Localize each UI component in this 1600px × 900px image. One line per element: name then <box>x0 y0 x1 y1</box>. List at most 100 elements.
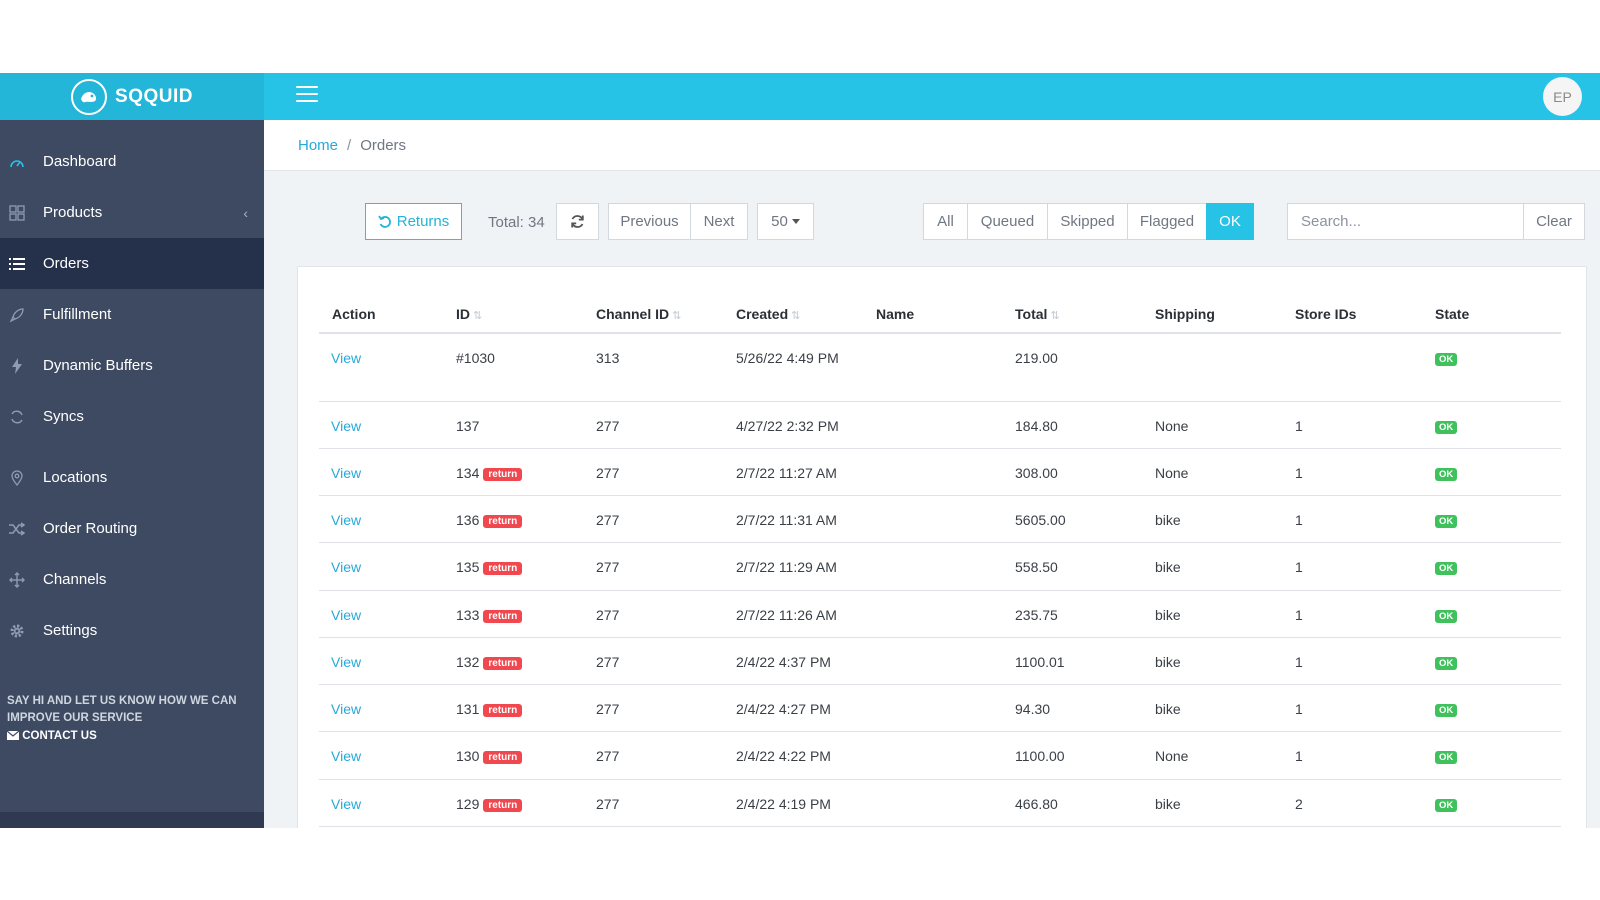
return-badge: return <box>483 610 523 623</box>
column-header-channel-id[interactable]: Channel ID ⇅ <box>596 306 682 322</box>
search-input[interactable] <box>1287 203 1524 240</box>
sidebar-item-orders[interactable]: Orders <box>0 238 264 289</box>
cell-total: 184.80 <box>1015 418 1058 434</box>
cell-shipping: None <box>1155 465 1189 481</box>
cell-store-ids: 2 <box>1295 796 1303 812</box>
cell-action[interactable]: View <box>331 418 362 434</box>
filter-queued[interactable]: Queued <box>967 203 1048 240</box>
grid-icon <box>8 204 26 222</box>
column-header-id[interactable]: ID ⇅ <box>456 306 483 322</box>
order-id: 130 <box>456 748 480 764</box>
table-row: View 133 return 277 2/7/22 11:26 AM 235.75 bik… <box>319 591 1561 638</box>
state-badge: OK <box>1435 657 1458 670</box>
shuffle-icon <box>8 520 26 538</box>
cell-action[interactable]: View <box>331 748 362 764</box>
cell-channel-id: 277 <box>596 796 620 812</box>
cell-created: 2/4/22 4:37 PM <box>736 654 831 670</box>
table-row: View 137 277 4/27/22 2:32 PM 184.80 None 1 OK <box>319 402 1561 449</box>
sidebar-item-settings[interactable]: Settings <box>0 605 264 656</box>
contact-us-link[interactable]: CONTACT US <box>6 730 97 742</box>
breadcrumb: Home / Orders <box>264 120 1600 171</box>
breadcrumb-current: Orders <box>360 136 407 154</box>
column-header-total[interactable]: Total ⇅ <box>1015 306 1060 322</box>
sidebar-item-products[interactable]: Products ‹ <box>0 187 264 238</box>
cell-state: OK <box>1435 464 1458 481</box>
squid-logo-icon <box>71 78 108 115</box>
sidebar-item-fulfillment[interactable]: Fulfillment <box>0 289 264 340</box>
state-badge: OK <box>1435 421 1458 434</box>
user-avatar[interactable]: EP <box>1543 77 1582 116</box>
cell-total: 94.30 <box>1015 701 1051 717</box>
sidebar-item-label: Orders <box>43 255 89 272</box>
cell-total: 1100.01 <box>1015 654 1065 670</box>
previous-page-button[interactable]: Previous <box>608 203 691 240</box>
list-icon <box>8 255 26 273</box>
filter-flagged[interactable]: Flagged <box>1127 203 1207 240</box>
cell-total: 466.80 <box>1015 796 1058 812</box>
breadcrumb-home[interactable]: Home <box>298 136 339 154</box>
row-divider <box>319 448 1561 449</box>
next-page-button[interactable]: Next <box>690 203 748 240</box>
row-divider <box>319 684 1561 685</box>
sidebar-item-label: Order Routing <box>43 520 138 537</box>
order-id: 134 <box>456 465 480 481</box>
column-header-store-ids: Store IDs <box>1295 306 1357 322</box>
row-divider <box>319 637 1561 638</box>
cell-store-ids: 1 <box>1295 512 1303 528</box>
state-badge: OK <box>1435 799 1458 812</box>
hamburger-menu-icon[interactable] <box>296 86 318 106</box>
chevron-left-icon: ‹ <box>243 204 248 221</box>
filter-ok[interactable]: OK <box>1206 203 1254 240</box>
cell-id: 134 return <box>456 465 523 481</box>
sidebar-item-label: Settings <box>43 622 98 639</box>
brand[interactable]: SQQUID <box>0 73 264 120</box>
sidebar-item-label: Locations <box>43 469 108 486</box>
filter-all[interactable]: All <box>923 203 968 240</box>
sidebar-item-dashboard[interactable]: Dashboard <box>0 136 264 187</box>
bolt-icon <box>8 357 26 375</box>
column-header-created[interactable]: Created ⇅ <box>736 306 801 322</box>
refresh-button[interactable] <box>556 203 599 240</box>
cell-action[interactable]: View <box>331 465 362 481</box>
clear-search-button[interactable]: Clear <box>1523 203 1585 240</box>
table-row: View 131 return 277 2/4/22 4:27 PM 94.30 bike 1… <box>319 685 1561 732</box>
cell-action[interactable]: View <box>331 796 362 812</box>
sidebar-item-locations[interactable]: Locations <box>0 452 264 503</box>
cell-action[interactable]: View <box>331 512 362 528</box>
row-divider <box>319 731 1561 732</box>
cell-shipping: bike <box>1155 796 1181 812</box>
cell-total: 1100.00 <box>1015 748 1065 764</box>
filter-skipped[interactable]: Skipped <box>1047 203 1128 240</box>
cell-id: 130 return <box>456 748 523 764</box>
order-id: 137 <box>456 418 480 434</box>
cell-id: 133 return <box>456 607 523 623</box>
cell-created: 2/4/22 4:19 PM <box>736 796 831 812</box>
cell-action[interactable]: View <box>331 350 362 366</box>
page-size-dropdown[interactable]: 50 <box>757 203 814 240</box>
cell-channel-id: 277 <box>596 607 620 623</box>
cell-action[interactable]: View <box>331 654 362 670</box>
sidebar-item-channels[interactable]: Channels <box>0 554 264 605</box>
gear-icon <box>8 622 26 640</box>
cell-action[interactable]: View <box>331 607 362 623</box>
cell-total: 235.75 <box>1015 607 1058 623</box>
table-row: View #1030 313 5/26/22 4:49 PM 219.00 OK <box>319 334 1561 402</box>
sidebar-item-order-routing[interactable]: Order Routing <box>0 503 264 554</box>
cell-id: 135 return <box>456 559 523 575</box>
state-badge: OK <box>1435 515 1458 528</box>
returns-label: Returns <box>396 213 450 230</box>
cell-channel-id: 277 <box>596 559 620 575</box>
sidebar-item-dynamic-buffers[interactable]: Dynamic Buffers <box>0 340 264 391</box>
sidebar-item-syncs[interactable]: Syncs <box>0 391 264 442</box>
sidebar-item-label: Dynamic Buffers <box>43 357 153 374</box>
cell-store-ids: 1 <box>1295 607 1303 623</box>
return-badge: return <box>483 515 523 528</box>
state-badge: OK <box>1435 353 1458 366</box>
returns-button[interactable]: Returns <box>365 203 462 240</box>
cell-channel-id: 277 <box>596 701 620 717</box>
cell-channel-id: 277 <box>596 512 620 528</box>
cell-action[interactable]: View <box>331 701 362 717</box>
cell-state: OK <box>1435 700 1458 717</box>
cell-action[interactable]: View <box>331 559 362 575</box>
sort-icon: ⇅ <box>672 310 682 322</box>
